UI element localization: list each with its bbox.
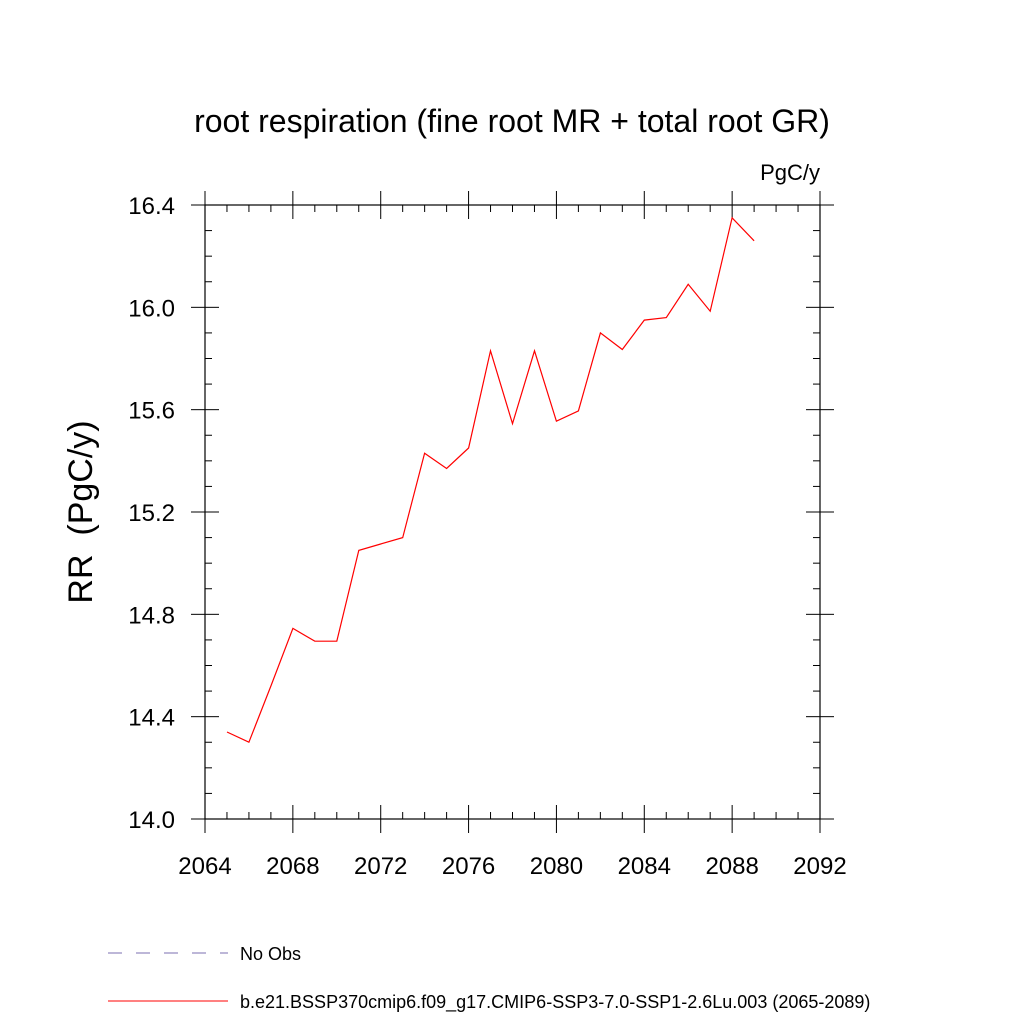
y-tick-label: 14.4 [128,705,175,732]
x-tick-label: 2080 [530,853,583,880]
y-tick-label: 14.0 [128,807,175,834]
y-tick-label: 16.4 [128,193,175,220]
series-layer [226,216,755,744]
y-tick-label: 15.6 [128,398,175,425]
x-tick-label: 2088 [705,853,758,880]
legend: No Obs b.e21.BSSP370cmip6.f09_g17.CMIP6-S… [108,944,870,1013]
x-tick-label: 2076 [442,853,495,880]
y-tick-label: 15.2 [128,500,175,527]
plot-frame [204,204,821,820]
units-label: PgC/y [760,160,820,185]
x-tick-label: 2072 [354,853,407,880]
x-tick-label: 2084 [618,853,671,880]
y-tick-label: 16.0 [128,295,175,322]
series-line [226,216,755,744]
y-tick-label: 14.8 [128,602,175,629]
x-tick-label: 2068 [266,853,319,880]
y-axis-label: RR (PgC/y) [62,420,100,603]
legend-label: No Obs [240,944,301,964]
x-tick-label: 2092 [793,853,846,880]
x-tick-label: 2064 [178,853,231,880]
plot-border [204,204,821,820]
legend-label: b.e21.BSSP370cmip6.f09_g17.CMIP6-SSP3-7.… [240,992,870,1013]
chart-title: root respiration (fine root MR + total r… [194,103,830,139]
axis-ticks: 2064 2068 2072 2076 2080 2084 2088 2092 14.0 14.4… [128,191,847,880]
